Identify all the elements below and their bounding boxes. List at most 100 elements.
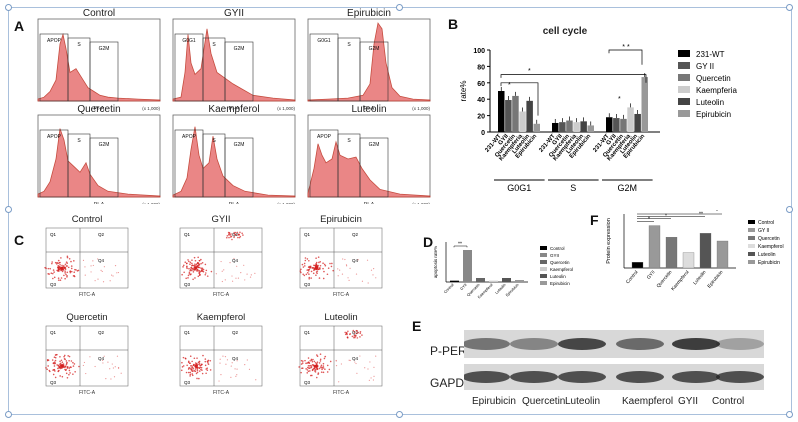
gate-label: G2M <box>369 46 380 52</box>
event-dot <box>235 375 237 378</box>
y-axis-label: apoptosis rate% <box>433 246 438 278</box>
legend-swatch <box>748 252 755 256</box>
gate-label: APOP <box>317 134 332 140</box>
event-dot <box>254 272 256 274</box>
y-tick-label: 80 <box>477 64 485 71</box>
event-dot <box>181 366 184 368</box>
resize-handle-bottom-left[interactable] <box>5 411 12 418</box>
y-tick-label: 20 <box>477 114 485 121</box>
event-dot <box>188 260 190 263</box>
resize-handle-top[interactable] <box>396 4 403 11</box>
significance-bracket <box>608 49 643 65</box>
event-dot <box>228 236 230 239</box>
resize-handle-top-right[interactable] <box>786 4 793 11</box>
legend-swatch <box>678 50 690 57</box>
event-dot <box>198 367 200 369</box>
event-dot <box>102 359 104 361</box>
histogram-xlabel: PI-A <box>94 202 105 204</box>
event-dot <box>195 365 198 368</box>
event-dot <box>49 370 51 373</box>
event-dot <box>117 367 120 369</box>
event-dot <box>64 270 66 272</box>
legend-label: Luteolin <box>696 98 724 107</box>
event-dot <box>57 279 60 281</box>
event-dot <box>192 367 195 370</box>
event-dot <box>66 255 69 258</box>
event-dot <box>73 271 76 274</box>
event-dot <box>74 370 76 373</box>
event-dot <box>200 368 202 371</box>
resize-handle-bottom-right[interactable] <box>786 411 793 418</box>
histogram-title: Epirubicin <box>347 8 391 19</box>
x-tick-label: Epirubicin <box>505 283 520 298</box>
event-dot <box>69 366 72 368</box>
event-dot <box>195 362 198 365</box>
event-dot <box>341 273 344 275</box>
histogram-trace <box>172 126 296 198</box>
event-dot <box>196 357 198 359</box>
event-dot <box>367 282 369 284</box>
event-dot <box>54 370 56 372</box>
event-dot <box>375 277 377 279</box>
event-dot <box>326 371 329 373</box>
histogram-1: GYII G0G1 S G2M PI-A (x 1,000) <box>172 8 295 112</box>
event-dot <box>198 377 200 380</box>
event-dot <box>64 268 67 271</box>
event-dot <box>65 273 67 276</box>
significance-bracket <box>453 245 468 248</box>
event-dot <box>188 367 191 369</box>
event-dot <box>197 262 200 264</box>
event-dot <box>234 234 237 236</box>
event-dot <box>313 360 316 363</box>
event-dot <box>61 361 64 364</box>
histogram-2: Epirubicin G0G1 S G2M PI-A (x 1,000) <box>307 8 430 112</box>
event-dot <box>190 369 193 371</box>
event-dot <box>184 261 187 264</box>
resize-handle-bottom[interactable] <box>396 411 403 418</box>
legend-swatch <box>540 253 547 257</box>
band-pperk-1 <box>510 338 558 350</box>
event-dot <box>59 362 62 365</box>
event-dot <box>324 368 326 371</box>
event-dot <box>244 279 246 281</box>
event-dot <box>52 373 55 376</box>
event-dot <box>194 368 197 370</box>
event-dot <box>196 262 198 265</box>
event-dot <box>192 271 195 273</box>
quadrant-label: Q3 <box>50 282 57 287</box>
gate-label: G2M <box>234 46 245 52</box>
event-dot <box>73 274 76 277</box>
event-dot <box>192 269 194 271</box>
event-dot <box>84 266 86 268</box>
event-dot <box>57 370 60 372</box>
resize-handle-left[interactable] <box>5 206 12 213</box>
event-dot <box>57 264 60 267</box>
legend-label: 231-WT <box>696 50 725 59</box>
legend-swatch <box>748 228 755 232</box>
histogram-scale-note: (x 1,000) <box>412 106 430 111</box>
gate-label: S <box>347 42 351 48</box>
histogram-trace <box>37 32 161 102</box>
event-dot <box>65 362 68 365</box>
event-dot <box>63 354 66 357</box>
x-tick-label: Luteolin <box>692 269 708 286</box>
event-dot <box>306 362 309 364</box>
event-dot <box>189 375 191 377</box>
band-gapdh-0 <box>464 371 510 383</box>
event-dot <box>301 367 304 369</box>
event-dot <box>196 369 199 372</box>
legend-swatch <box>748 244 755 248</box>
event-dot <box>198 361 201 363</box>
event-dot <box>305 362 307 365</box>
event-dot <box>61 365 63 367</box>
histogram-5: Luteolin APOP S G2M PI-A (x 1,000) <box>307 104 430 204</box>
bar-4 <box>699 233 712 269</box>
event-dot <box>61 264 63 267</box>
legend-swatch <box>748 220 755 224</box>
resize-handle-right[interactable] <box>786 206 793 213</box>
event-dot <box>94 365 96 368</box>
event-dot <box>182 356 185 359</box>
resize-handle-top-left[interactable] <box>5 4 12 11</box>
event-dot <box>51 261 53 263</box>
event-dot <box>195 269 197 271</box>
